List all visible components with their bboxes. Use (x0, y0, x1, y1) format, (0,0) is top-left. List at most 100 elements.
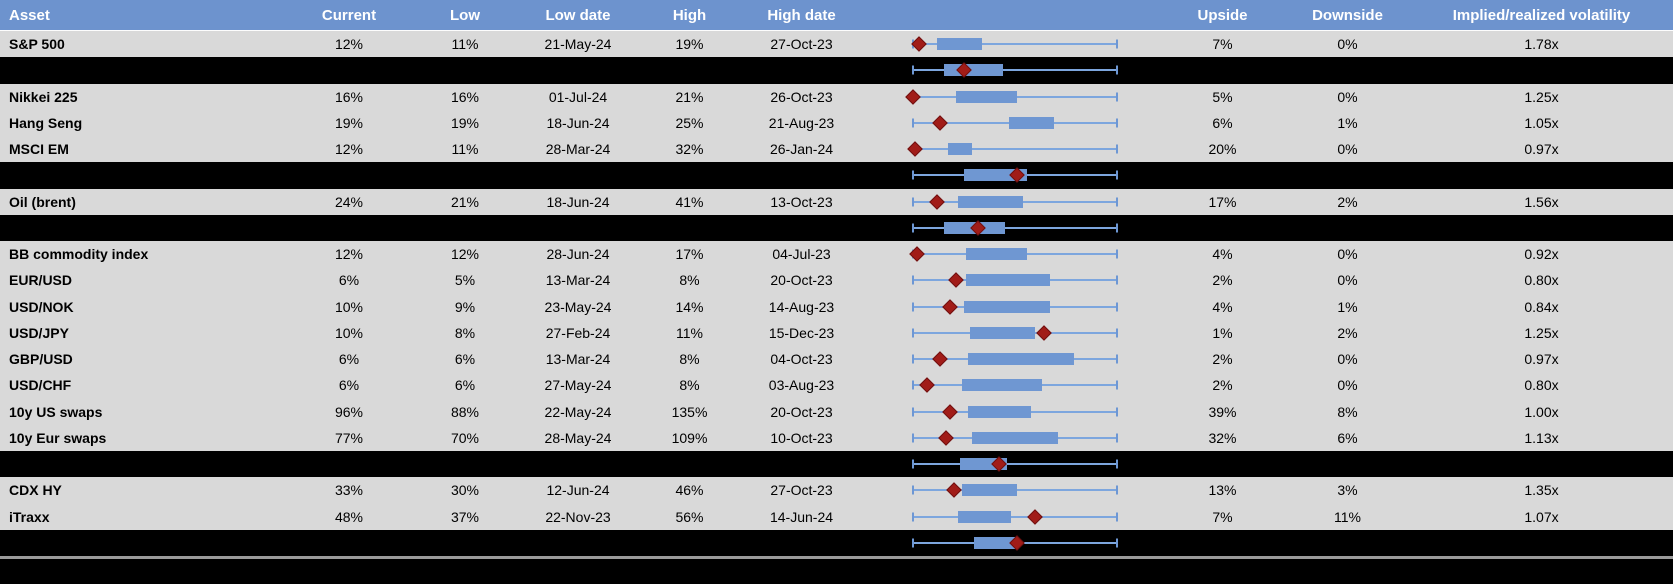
cell-high-date[interactable]: 15-Dec-23 (768, 324, 835, 341)
cell-low-date[interactable]: 21-May-24 (544, 36, 612, 53)
cell-current[interactable]: 19% (334, 114, 364, 131)
cell-upside[interactable]: 13% (1208, 482, 1237, 499)
cell-implied-realized[interactable]: 1.07x (1524, 508, 1559, 525)
cell-high-date[interactable]: 10-Oct-23 (770, 429, 833, 446)
cell-low-date[interactable]: 27-Feb-24 (545, 324, 611, 341)
cell-downside[interactable]: 0% (1337, 88, 1358, 105)
cell-high-date[interactable]: 27-Oct-23 (770, 482, 833, 499)
cell-implied-realized[interactable]: 1.05x (1524, 114, 1559, 131)
cell-asset[interactable]: Oil (brent) (9, 193, 76, 210)
cell-high-date[interactable]: 27-Oct-23 (770, 36, 833, 53)
column-header-low-date[interactable]: Low date (545, 6, 611, 24)
column-header-implied-realized[interactable]: Implied/realized volatility (1452, 6, 1631, 24)
cell-current[interactable]: 12% (334, 36, 364, 53)
column-header-current[interactable]: Current (321, 6, 377, 24)
cell-downside[interactable]: 0% (1337, 272, 1358, 289)
cell-high[interactable]: 32% (675, 141, 704, 158)
cell-asset[interactable]: iTraxx (9, 508, 50, 525)
cell-high-date[interactable]: 04-Oct-23 (770, 351, 833, 368)
cell-current[interactable]: 6% (338, 351, 360, 368)
cell-implied-realized[interactable]: 0.92x (1524, 246, 1559, 263)
cell-upside[interactable]: 6% (1212, 114, 1233, 131)
cell-current[interactable]: 12% (334, 141, 364, 158)
cell-current[interactable]: 10% (334, 298, 364, 315)
cell-implied-realized[interactable]: 1.78x (1524, 36, 1559, 53)
cell-low[interactable]: 88% (450, 403, 480, 420)
cell-downside[interactable]: 0% (1337, 351, 1358, 368)
cell-upside[interactable]: 2% (1212, 272, 1233, 289)
column-header-upside[interactable]: Upside (1197, 6, 1248, 24)
cell-high[interactable]: 8% (679, 351, 700, 368)
cell-high[interactable]: 11% (676, 324, 703, 341)
cell-low-date[interactable]: 12-Jun-24 (546, 482, 610, 499)
cell-downside[interactable]: 1% (1337, 298, 1358, 315)
cell-asset[interactable]: USD/JPY (9, 324, 69, 341)
cell-downside[interactable]: 0% (1337, 141, 1358, 158)
cell-low[interactable]: 8% (454, 324, 476, 341)
cell-implied-realized[interactable]: 0.97x (1524, 141, 1559, 158)
cell-current[interactable]: 33% (334, 482, 364, 499)
cell-high-date[interactable]: 03-Aug-23 (768, 377, 835, 394)
cell-downside[interactable]: 0% (1337, 36, 1358, 53)
cell-high-date[interactable]: 13-Oct-23 (770, 193, 833, 210)
cell-downside[interactable]: 0% (1337, 377, 1358, 394)
cell-low-date[interactable]: 28-Jun-24 (546, 246, 610, 263)
cell-low-date[interactable]: 13-Mar-24 (545, 272, 611, 289)
cell-downside[interactable]: 11% (1334, 508, 1361, 525)
column-header-low[interactable]: Low (450, 6, 480, 24)
cell-low[interactable]: 11% (451, 141, 479, 158)
cell-upside[interactable]: 4% (1212, 246, 1233, 263)
cell-asset[interactable]: Hang Seng (9, 114, 83, 131)
cell-low-date[interactable]: 18-Jun-24 (546, 193, 610, 210)
cell-low[interactable]: 37% (450, 508, 480, 525)
cell-asset[interactable]: S&P 500 (9, 36, 65, 53)
cell-upside[interactable]: 32% (1208, 429, 1237, 446)
cell-low-date[interactable]: 28-May-24 (544, 429, 612, 446)
cell-high[interactable]: 46% (675, 482, 704, 499)
cell-asset[interactable]: USD/NOK (9, 298, 74, 315)
cell-upside[interactable]: 17% (1208, 193, 1237, 210)
cell-upside[interactable]: 7% (1212, 508, 1233, 525)
cell-low-date[interactable]: 27-May-24 (544, 377, 612, 394)
cell-high-date[interactable]: 21-Aug-23 (768, 114, 835, 131)
cell-implied-realized[interactable]: 0.97x (1524, 351, 1559, 368)
cell-low[interactable]: 16% (450, 88, 480, 105)
cell-high-date[interactable]: 20-Oct-23 (770, 272, 833, 289)
column-header-high[interactable]: High (672, 6, 707, 24)
cell-low[interactable]: 30% (450, 482, 480, 499)
cell-low-date[interactable]: 23-May-24 (544, 298, 612, 315)
cell-downside[interactable]: 0% (1337, 246, 1358, 263)
cell-implied-realized[interactable]: 0.80x (1524, 272, 1559, 289)
cell-high[interactable]: 41% (675, 193, 704, 210)
cell-downside[interactable]: 1% (1337, 114, 1358, 131)
cell-high-date[interactable]: 14-Aug-23 (768, 298, 835, 315)
cell-downside[interactable]: 8% (1337, 403, 1358, 420)
cell-asset[interactable]: 10y Eur swaps (9, 429, 107, 446)
cell-asset[interactable]: BB commodity index (9, 246, 149, 263)
cell-implied-realized[interactable]: 1.13x (1524, 429, 1559, 446)
cell-low-date[interactable]: 01-Jul-24 (548, 88, 608, 105)
cell-upside[interactable]: 20% (1208, 141, 1237, 158)
cell-high[interactable]: 56% (675, 508, 704, 525)
cell-implied-realized[interactable]: 0.84x (1524, 298, 1559, 315)
cell-implied-realized[interactable]: 0.80x (1524, 377, 1559, 394)
cell-low[interactable]: 9% (454, 298, 476, 315)
cell-asset[interactable]: USD/CHF (9, 377, 72, 394)
cell-asset[interactable]: Nikkei 225 (9, 88, 78, 105)
cell-high[interactable]: 21% (675, 88, 704, 105)
cell-low[interactable]: 70% (450, 429, 480, 446)
cell-low-date[interactable]: 13-Mar-24 (545, 351, 611, 368)
cell-current[interactable]: 96% (334, 403, 364, 420)
cell-upside[interactable]: 39% (1208, 403, 1237, 420)
cell-high[interactable]: 8% (679, 377, 700, 394)
cell-upside[interactable]: 5% (1212, 88, 1233, 105)
cell-low[interactable]: 12% (450, 246, 480, 263)
cell-implied-realized[interactable]: 1.35x (1524, 482, 1559, 499)
cell-asset[interactable]: 10y US swaps (9, 403, 103, 420)
cell-low-date[interactable]: 22-May-24 (544, 403, 612, 420)
cell-implied-realized[interactable]: 1.25x (1524, 88, 1559, 105)
column-header-high-date[interactable]: High date (767, 6, 836, 24)
cell-asset[interactable]: MSCI EM (9, 141, 69, 158)
cell-upside[interactable]: 2% (1212, 351, 1233, 368)
cell-high[interactable]: 17% (675, 246, 704, 263)
